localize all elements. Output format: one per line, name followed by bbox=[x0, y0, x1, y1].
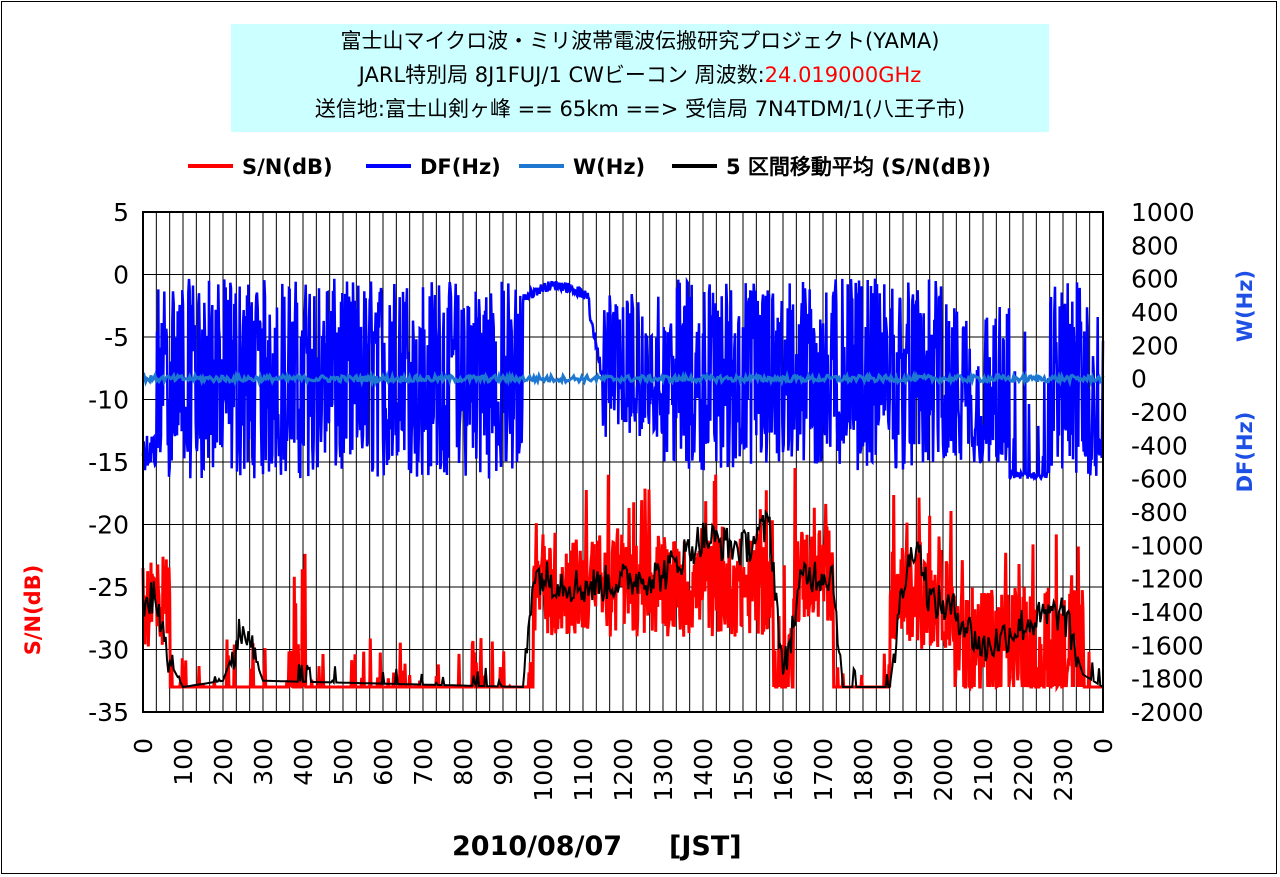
y-left-tick-label: -25 bbox=[88, 573, 129, 602]
legend-label-ma: 5 区間移動平均 (S/N(dB)) bbox=[726, 155, 991, 179]
x-tick-label: 300 bbox=[249, 738, 278, 786]
legend: S/N(dB) DF(Hz) W(Hz) 5 区間移動平均 (S/N(dB)) bbox=[188, 155, 991, 179]
y-axis-right-ticks: 1000 800 600 400 200 0 -200 -400 -600 -800 -1000 -1… bbox=[1131, 198, 1204, 727]
x-tick-label: 1900 bbox=[889, 738, 918, 802]
series-ma bbox=[142, 508, 1104, 690]
plot-area-border bbox=[142, 211, 1104, 713]
legend-label-df: DF(Hz) bbox=[420, 155, 501, 179]
title-line-1: 富士山マイクロ波・ミリ波帯電波伝搬研究プロジェクト(YAMA) bbox=[340, 29, 940, 53]
y-left-tick-label: 0 bbox=[113, 261, 129, 290]
title-line-2-prefix: JARL特別局 8J1FUJ/1 CWビーコン 周波数: bbox=[358, 63, 765, 87]
y-right-tick-label: -2000 bbox=[1131, 698, 1204, 727]
x-tick-label: 2000 bbox=[929, 738, 958, 802]
series-w bbox=[141, 370, 1105, 388]
x-tick-label: 1300 bbox=[649, 738, 678, 802]
y-right-tick-label: -200 bbox=[1131, 398, 1188, 427]
x-tick-label: 700 bbox=[409, 738, 438, 786]
y-right-tick-label: -1000 bbox=[1131, 531, 1204, 560]
y-left-tick-label: -20 bbox=[88, 511, 129, 540]
plot-border bbox=[142, 211, 1104, 713]
x-tick-label: 500 bbox=[329, 738, 358, 786]
ma-line bbox=[142, 508, 1104, 690]
y-axis-right-title-w: W(Hz) bbox=[1233, 270, 1257, 342]
series-df bbox=[141, 276, 1105, 482]
y-right-tick-label: 600 bbox=[1131, 265, 1179, 294]
y-left-tick-label: -30 bbox=[88, 636, 129, 665]
legend-item-df: DF(Hz) bbox=[366, 155, 501, 179]
x-tick-label: 1000 bbox=[529, 738, 558, 802]
x-tick-label: 400 bbox=[289, 738, 318, 786]
chart-title-box: 富士山マイクロ波・ミリ波帯電波伝搬研究プロジェクト(YAMA) JARL特別局 … bbox=[231, 24, 1049, 132]
y-right-tick-label: -1800 bbox=[1131, 665, 1204, 694]
x-tick-label: 100 bbox=[169, 738, 198, 786]
y-axis-right-title-df: DF(Hz) bbox=[1233, 412, 1257, 493]
x-tick-label: 1500 bbox=[729, 738, 758, 802]
x-tick-label: 2100 bbox=[969, 738, 998, 802]
x-tick-label: 600 bbox=[369, 738, 398, 786]
x-tick-label: 1600 bbox=[769, 738, 798, 802]
title-line-3: 送信地:富士山剣ヶ峰 == 65km ==> 受信局 7N4TDM/1(八王子市… bbox=[314, 97, 966, 121]
legend-item-sn: S/N(dB) bbox=[188, 155, 333, 179]
y-right-tick-label: -1400 bbox=[1131, 598, 1204, 627]
x-axis-title: 2010/08/07 [JST] bbox=[452, 831, 742, 862]
df-line bbox=[141, 276, 1105, 482]
title-frequency: 24.019000GHz bbox=[764, 63, 922, 87]
x-tick-label: 1700 bbox=[809, 738, 838, 802]
y-left-tick-label: -10 bbox=[88, 386, 129, 415]
w-line bbox=[141, 370, 1105, 388]
y-right-tick-label: -400 bbox=[1131, 431, 1188, 460]
sn-line bbox=[141, 467, 1103, 693]
y-left-tick-label: 5 bbox=[113, 198, 129, 227]
x-tick-label: 1100 bbox=[569, 738, 598, 802]
y-left-tick-label: -5 bbox=[104, 323, 129, 352]
y-right-tick-label: -600 bbox=[1131, 465, 1188, 494]
x-tick-label: 0 bbox=[129, 738, 158, 754]
series-sn bbox=[141, 467, 1103, 693]
x-tick-label: 2300 bbox=[1049, 738, 1078, 802]
x-tick-label: 1400 bbox=[689, 738, 718, 802]
x-tick-label: 1200 bbox=[609, 738, 638, 802]
y-axis-left-ticks: 5 0 -5 -10 -15 -20 -25 -30 -35 bbox=[88, 198, 129, 727]
y-right-tick-label: 200 bbox=[1131, 331, 1179, 360]
x-axis-ticks: 0 100 200 300 400 500 600 700 800 900 1000 1100 1200… bbox=[129, 738, 1118, 802]
legend-label-sn: S/N(dB) bbox=[242, 155, 333, 179]
x-tick-label: 1800 bbox=[849, 738, 878, 802]
y-right-tick-label: -1600 bbox=[1131, 631, 1204, 660]
y-right-tick-label: 800 bbox=[1131, 231, 1179, 260]
x-tick-label: 0 bbox=[1089, 738, 1118, 754]
y-axis-left-title: S/N(dB) bbox=[21, 565, 45, 656]
x-tick-label: 800 bbox=[449, 738, 478, 786]
title-line-2: JARL特別局 8J1FUJ/1 CWビーコン 周波数:24.019000GHz bbox=[231, 58, 1049, 92]
x-tick-label: 2200 bbox=[1009, 738, 1038, 802]
y-right-tick-label: -800 bbox=[1131, 498, 1188, 527]
x-tick-label: 200 bbox=[209, 738, 238, 786]
y-right-tick-label: 400 bbox=[1131, 298, 1179, 327]
legend-label-w: W(Hz) bbox=[573, 155, 645, 179]
y-left-tick-label: -35 bbox=[88, 698, 129, 727]
y-left-tick-label: -15 bbox=[88, 448, 129, 477]
x-tick-label: 900 bbox=[489, 738, 518, 786]
y-right-tick-label: 1000 bbox=[1131, 198, 1195, 227]
legend-item-ma: 5 区間移動平均 (S/N(dB)) bbox=[672, 155, 991, 179]
y-right-tick-label: 0 bbox=[1131, 365, 1147, 394]
y-right-tick-label: -1200 bbox=[1131, 565, 1204, 594]
legend-item-w: W(Hz) bbox=[519, 155, 645, 179]
